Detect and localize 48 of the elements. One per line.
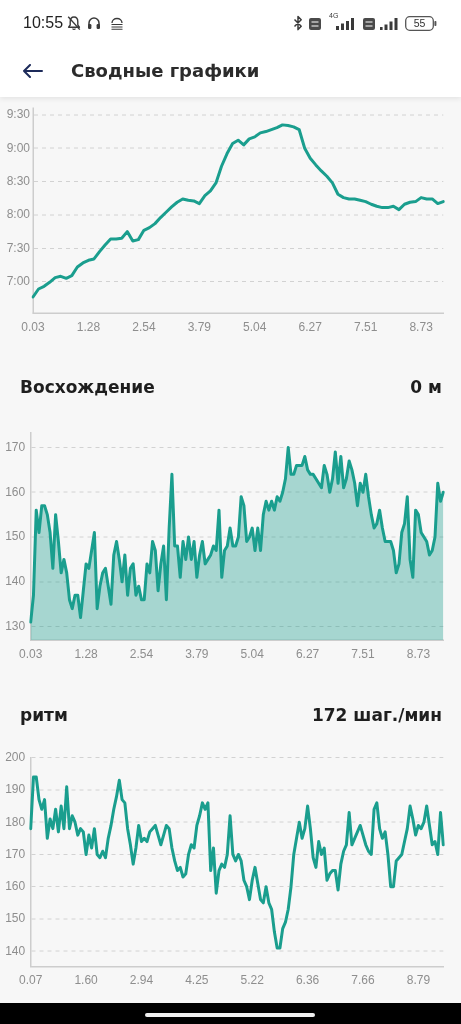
x-tick-label: 3.79	[185, 646, 209, 661]
text: 172 шаг./мин	[311, 704, 442, 726]
x-tick-label: 4.25	[185, 973, 209, 988]
x-tick-label: 5.04	[240, 646, 265, 661]
y-tick-label: 160	[5, 484, 26, 499]
chart-title: ритм	[20, 704, 68, 726]
x-tick-label: 0.03	[19, 646, 43, 661]
y-tick-label: 150	[5, 529, 26, 544]
y-tick-label: 9:00	[6, 140, 31, 155]
x-tick-label: 8.73	[406, 646, 431, 661]
x-tick-label: 8.73	[409, 319, 434, 334]
y-tick-label: 140	[5, 943, 26, 958]
y-tick-label: 160	[5, 879, 26, 894]
x-tick-label: 0.03	[21, 319, 45, 334]
text: 0 м	[410, 376, 442, 398]
text: Сводные графики	[71, 60, 260, 82]
y-tick-label: 130	[5, 618, 26, 633]
x-tick-label: 7.66	[351, 973, 375, 988]
y-tick-label: 150	[5, 911, 26, 926]
y-tick-label: 7:30	[6, 240, 31, 255]
y-tick-label: 8:00	[6, 207, 31, 222]
x-tick-label: 1.28	[74, 646, 99, 661]
y-tick-label: 9:30	[6, 107, 31, 122]
x-tick-label: 1.60	[74, 973, 99, 988]
x-tick-label: 2.94	[129, 973, 154, 988]
x-tick-label: 6.36	[295, 973, 320, 988]
y-tick-label: 200	[5, 750, 26, 765]
x-tick-label: 7.51	[354, 319, 378, 334]
y-tick-label: 8:30	[6, 173, 31, 188]
y-tick-label: 140	[5, 574, 26, 589]
chart-title: Восхождение	[20, 376, 155, 398]
x-tick-label: 2.54	[129, 646, 154, 661]
x-tick-label: 1.28	[76, 319, 101, 334]
x-tick-label: 0.07	[19, 973, 43, 988]
x-tick-label: 3.79	[187, 319, 212, 334]
x-tick-label: 5.04	[243, 319, 267, 334]
text: 10:55	[23, 14, 64, 32]
x-tick-label: 8.79	[406, 973, 431, 988]
y-tick-label: 180	[5, 814, 26, 829]
x-tick-label: 7.51	[351, 646, 375, 661]
y-tick-label: 7:00	[6, 273, 31, 288]
x-tick-label: 2.54	[132, 319, 156, 334]
y-tick-label: 170	[5, 439, 26, 454]
x-tick-label: 6.27	[295, 646, 320, 661]
x-tick-label: 6.27	[298, 319, 323, 334]
y-tick-label: 170	[5, 846, 26, 861]
x-tick-label: 5.22	[240, 973, 265, 988]
y-tick-label: 190	[5, 782, 26, 797]
